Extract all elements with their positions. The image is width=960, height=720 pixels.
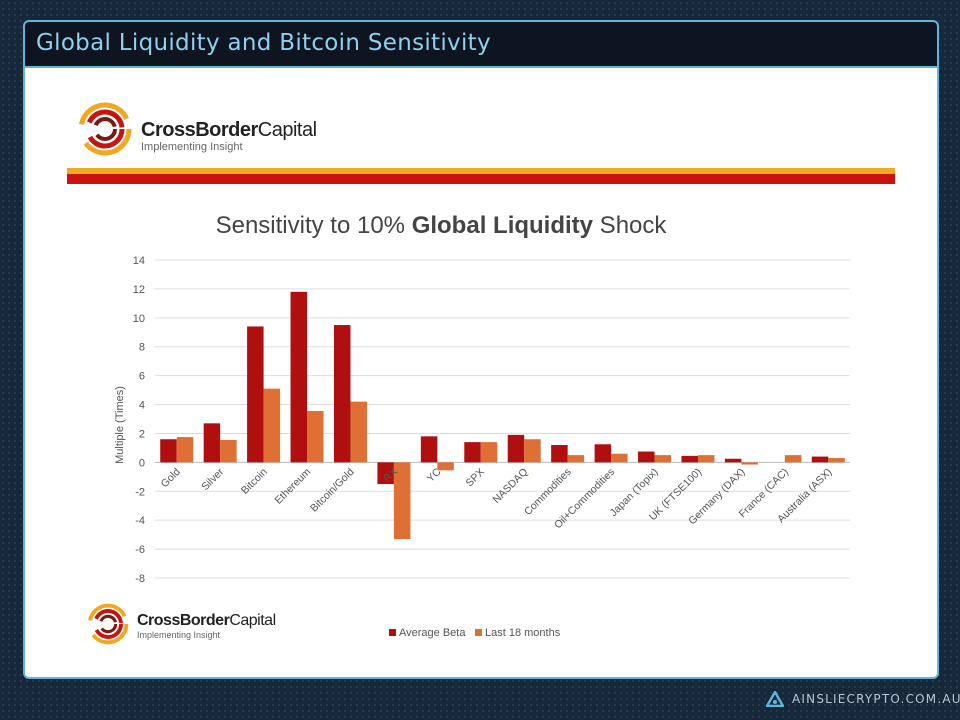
bar-yc-average-beta: [420, 436, 438, 463]
x-tick-label: Gold: [159, 466, 183, 490]
bar-gold-last-18-months: [176, 437, 194, 463]
crossborder-logo-icon: [78, 102, 132, 156]
slide-frame: Global Liquidity and Bitcoin Sensitivity…: [23, 20, 939, 679]
x-tick-label: Ethereum: [272, 466, 313, 507]
bar-silver-average-beta: [203, 423, 221, 463]
bar-japan-topix-average-beta: [638, 451, 655, 463]
bar-uk-ftse100-average-beta: [681, 455, 698, 463]
bar-australia-asx-last-18-months: [828, 458, 845, 463]
banner-stripe-red: [67, 174, 895, 184]
y-tick-label: 4: [139, 400, 145, 412]
chart-title: Sensitivity to 10% Global Liquidity Shoc…: [216, 212, 668, 239]
legend-swatch-last-18-months: [475, 629, 482, 636]
bar-gold-average-beta: [160, 439, 177, 463]
logo-tagline: Implementing Insight: [141, 141, 243, 153]
x-tick-label: NASDAQ: [490, 466, 530, 506]
bar-australia-asx-average-beta: [811, 456, 829, 463]
logo-small-tagline: Implementing Insight: [137, 630, 221, 640]
bar-ethereum-last-18-months: [307, 411, 324, 463]
logo-small-name: CrossBorderCapital: [137, 612, 276, 629]
banner-stripe-yellow: [67, 168, 895, 174]
legend-label-last-18-months: Last 18 months: [485, 627, 561, 639]
bar-japan-topix-last-18-months: [654, 455, 672, 463]
chart-legend: Average Beta Last 18 months: [389, 627, 561, 639]
bar-commodities-last-18-months: [567, 455, 585, 463]
crossborder-logo: CrossBorderCapital Implementing Insight: [75, 99, 375, 159]
x-tick-label: SPX: [464, 466, 487, 489]
bar-rx-average-beta: [377, 462, 394, 485]
y-tick-label: 6: [139, 371, 145, 383]
bar-bitcoin-last-18-months: [263, 388, 281, 463]
bar-germany-dax-average-beta: [724, 458, 742, 463]
crossborder-logo-small-icon: [87, 603, 129, 645]
bar-ethereum-average-beta: [290, 291, 308, 463]
bar-spx-last-18-months: [480, 442, 498, 463]
y-axis-label: Multiple (Times): [114, 386, 126, 464]
bar-bitcoin-gold-average-beta: [333, 325, 351, 463]
x-tick-label: Bitcoin: [239, 466, 270, 497]
bar-germany-dax-last-18-months: [741, 462, 758, 465]
y-tick-label: 10: [133, 313, 145, 325]
bar-spx-average-beta: [464, 442, 481, 463]
bar-nasdaq-average-beta: [507, 434, 525, 463]
y-tick-label: 0: [139, 457, 145, 469]
x-tick-label: Bitcoin/Gold: [308, 466, 357, 515]
y-tick-label: 12: [133, 284, 145, 296]
y-tick-label: -2: [135, 486, 145, 498]
bar-bitcoin-average-beta: [247, 326, 264, 463]
footer-site-text: AINSLIECRYPTO.COM.AU: [792, 692, 960, 706]
slide-title: Global Liquidity and Bitcoin Sensitivity: [36, 30, 491, 56]
bar-oil-commodities-last-18-months: [611, 453, 628, 463]
bar-bitcoin-gold-last-18-months: [350, 401, 367, 463]
footer-site-link[interactable]: AINSLIECRYPTO.COM.AU: [766, 688, 960, 710]
y-tick-label: -4: [135, 515, 145, 527]
bar-commodities-average-beta: [551, 445, 568, 463]
logo-name: CrossBorderCapital: [141, 119, 317, 141]
bar-uk-ftse100-last-18-months: [697, 455, 715, 463]
legend-swatch-average-beta: [389, 629, 396, 636]
y-tick-label: 8: [139, 342, 145, 354]
y-tick-label: -6: [135, 544, 145, 556]
bar-oil-commodities-average-beta: [594, 444, 612, 463]
y-tick-label: -8: [135, 573, 145, 585]
bar-nasdaq-last-18-months: [524, 439, 541, 463]
bar-silver-last-18-months: [220, 439, 237, 463]
bar-yc-last-18-months: [437, 462, 454, 471]
bar-france-cac-last-18-months: [784, 455, 802, 463]
y-tick-label: 2: [139, 428, 145, 440]
x-tick-label: Silver: [199, 466, 226, 493]
crossborder-logo-small: CrossBorderCapital Implementing Insight: [85, 601, 315, 647]
bar-rx-last-18-months: [393, 462, 411, 539]
slide-content: CrossBorderCapital Implementing Insight …: [25, 68, 937, 677]
ainslie-logo-icon: [766, 691, 784, 707]
y-tick-label: 14: [133, 255, 145, 267]
title-bar: Global Liquidity and Bitcoin Sensitivity: [25, 22, 937, 68]
sensitivity-chart: Sensitivity to 10% Global Liquidity Shoc…: [114, 212, 850, 639]
legend-label-average-beta: Average Beta: [399, 627, 466, 639]
